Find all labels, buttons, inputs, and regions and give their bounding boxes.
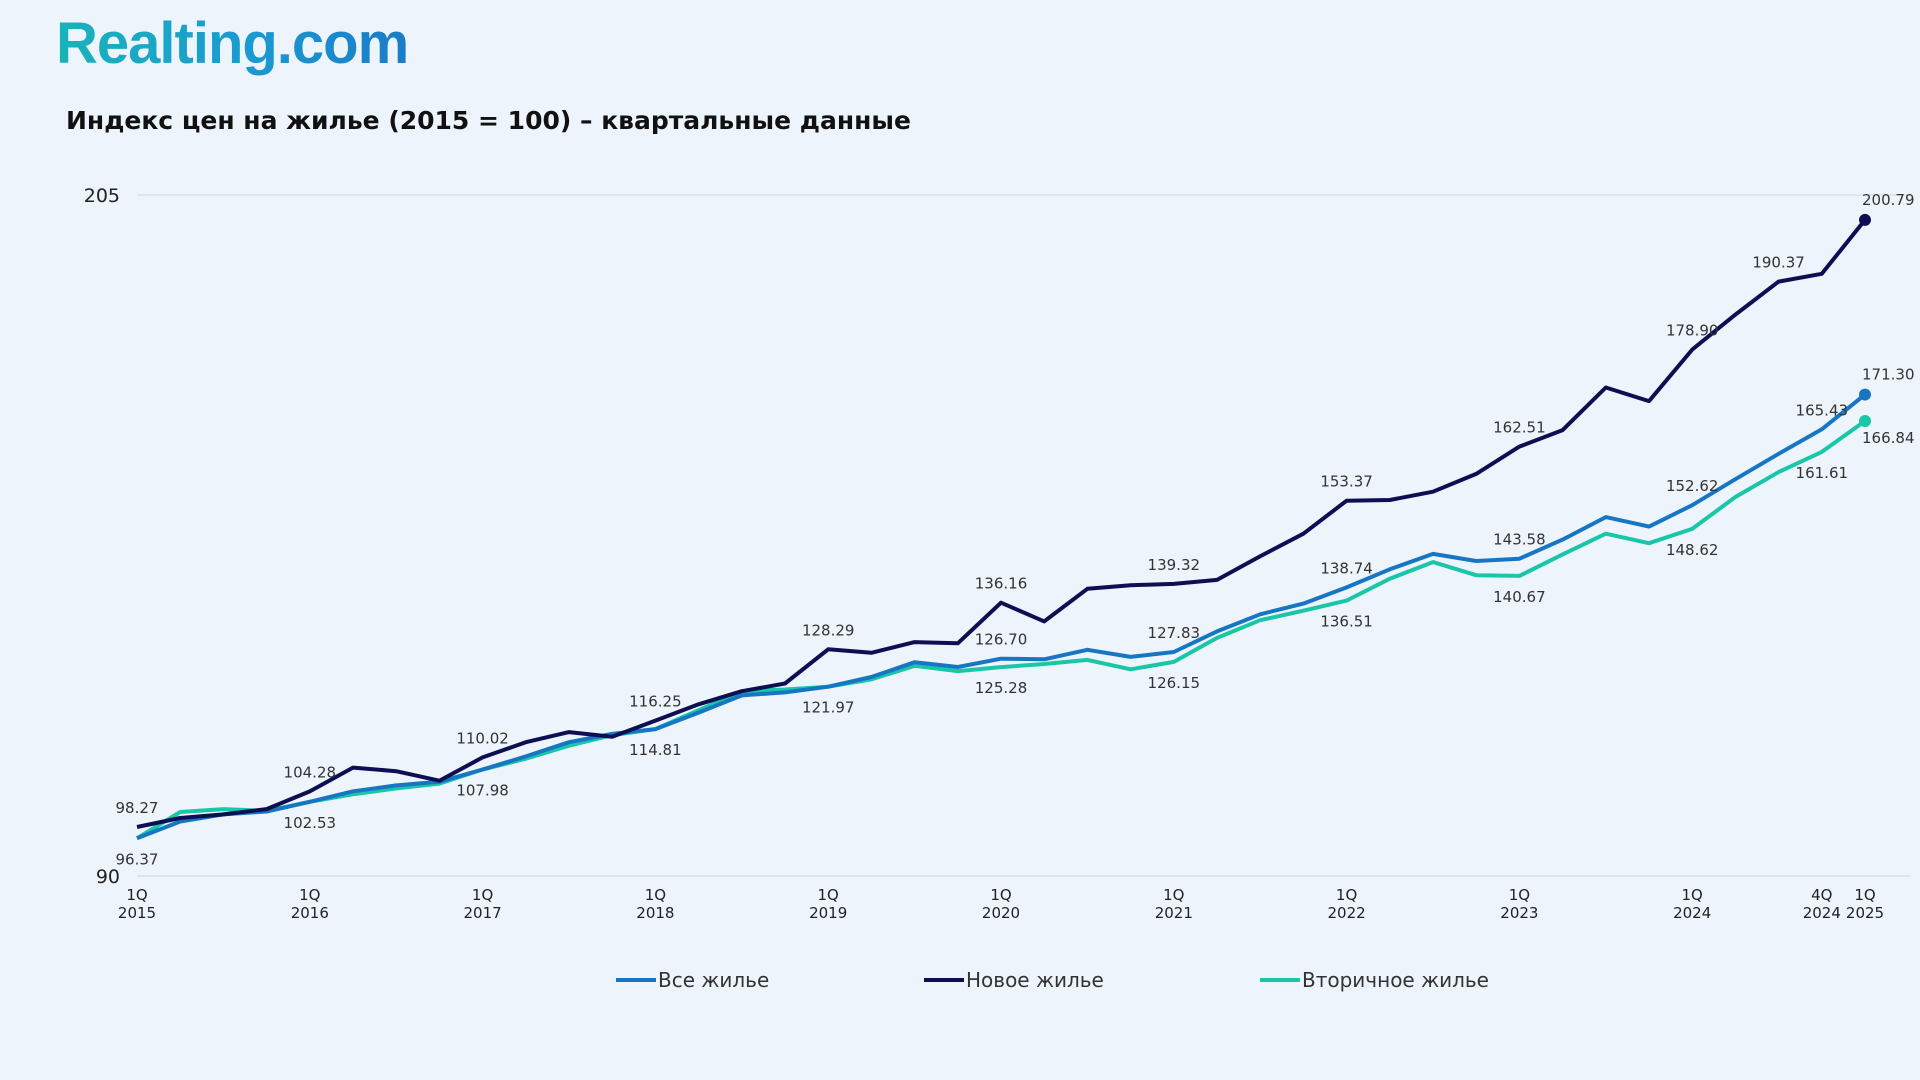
legend-swatch-all (616, 978, 656, 982)
data-label-s2-0: 96.37 (116, 850, 159, 868)
data-label-s0-1: 127.83 (1148, 624, 1201, 642)
series-line-2 (135, 419, 1867, 841)
series-line-0 (136, 393, 1867, 841)
data-label-s1-3: 116.25 (629, 693, 682, 711)
y-tick-label-top: 205 (84, 185, 120, 207)
x-tick-label-year-0: 2015 (118, 904, 156, 922)
x-tick-label-quarter-1: 1Q (299, 886, 320, 904)
series-lines (135, 213, 1871, 841)
data-label-s1-4: 128.29 (802, 621, 855, 639)
x-tick-label-quarter-8: 1Q (1509, 886, 1530, 904)
y-tick-label-bottom: 90 (96, 866, 120, 888)
data-label-s1-8: 162.51 (1493, 419, 1546, 437)
x-tick-label-year-10: 2024 (1803, 904, 1841, 922)
realting-logo: Realting.com (56, 11, 409, 76)
x-tick-label-year-9: 2024 (1673, 904, 1711, 922)
data-label-s0-5: 165.43 (1796, 401, 1849, 419)
x-tick-label-year-8: 2023 (1500, 904, 1538, 922)
data-label-s2-3: 114.81 (629, 741, 682, 759)
x-tick-label-quarter-0: 1Q (126, 886, 147, 904)
legend-label-new: Новое жилье (966, 968, 1104, 992)
data-label-s0-3: 143.58 (1493, 531, 1546, 549)
data-label-s1-2: 110.02 (456, 729, 509, 747)
data-label-s2-10: 161.61 (1796, 464, 1849, 482)
legend-item-secondary: Вторичное жилье (1260, 968, 1489, 992)
legend-label-all: Все жилье (658, 968, 770, 992)
data-label-s2-1: 102.53 (284, 814, 337, 832)
data-label-s1-5: 136.16 (975, 575, 1028, 593)
data-label-s2-7: 136.51 (1320, 613, 1373, 631)
data-label-s0-2: 138.74 (1320, 559, 1373, 577)
x-tick-label-quarter-9: 1Q (1682, 886, 1703, 904)
data-label-s1-10: 190.37 (1752, 254, 1805, 272)
legend-item-all: Все жилье (616, 968, 769, 992)
legend-swatch-secondary (1260, 978, 1300, 982)
data-label-s2-6: 126.15 (1148, 674, 1201, 692)
x-tick-label-year-3: 2018 (636, 904, 674, 922)
data-label-s2-9: 148.62 (1666, 541, 1719, 559)
data-label-s1-0: 98.27 (116, 799, 159, 817)
x-tick-label-year-6: 2021 (1155, 904, 1193, 922)
x-tick-label-year-1: 2016 (291, 904, 329, 922)
x-tick-label-quarter-10: 4Q (1811, 886, 1832, 904)
data-label-s2-5: 125.28 (975, 679, 1028, 697)
series-end-point-0 (1859, 388, 1871, 401)
data-label-s2-4: 121.97 (802, 699, 855, 717)
data-label-s2-11: 166.84 (1862, 429, 1915, 447)
x-tick-label-quarter-11: 1Q (1854, 886, 1875, 904)
series-line-1 (136, 218, 1867, 829)
data-label-s0-6: 171.30 (1862, 366, 1915, 384)
data-label-s1-7: 153.37 (1320, 473, 1373, 491)
x-tick-label-quarter-6: 1Q (1163, 886, 1184, 904)
data-label-s1-1: 104.28 (284, 763, 337, 781)
x-tick-label-year-7: 2022 (1328, 904, 1366, 922)
data-label-s1-9: 178.90 (1666, 322, 1719, 340)
x-tick-label-year-5: 2020 (982, 904, 1020, 922)
data-label-s1-11: 200.79 (1862, 191, 1915, 209)
legend-label-secondary: Вторичное жилье (1302, 968, 1489, 992)
x-tick-label-quarter-4: 1Q (818, 886, 839, 904)
x-tick-label-quarter-2: 1Q (472, 886, 493, 904)
data-labels: 126.70 127.83 138.74 143.58 152.62 165.43 171.… (116, 191, 1915, 868)
x-tick-label-quarter-5: 1Q (990, 886, 1011, 904)
x-tick-label-year-2: 2017 (464, 904, 502, 922)
series-end-point-2 (1859, 414, 1871, 427)
data-label-s0-0: 126.70 (975, 631, 1028, 649)
legend-swatch-new (924, 978, 964, 982)
data-label-s2-2: 107.98 (456, 782, 509, 800)
x-tick-label-year-4: 2019 (809, 904, 847, 922)
x-tick-label-year-11: 2025 (1846, 904, 1884, 922)
data-label-s2-8: 140.67 (1493, 588, 1546, 606)
x-tick-label-quarter-3: 1Q (645, 886, 666, 904)
series-end-point-1 (1859, 213, 1871, 226)
data-label-s1-6: 139.32 (1148, 556, 1201, 574)
x-axis-ticks: 1Q20151Q20161Q20171Q20181Q20191Q20201Q20… (118, 886, 1884, 922)
legend-item-new: Новое жилье (924, 968, 1104, 992)
data-label-s0-4: 152.62 (1666, 477, 1719, 495)
chart-title: Индекс цен на жилье (2015 = 100) – кварт… (66, 106, 911, 135)
chart-legend: Все жилье Новое жилье Вторичное жилье (0, 968, 1920, 998)
x-tick-label-quarter-7: 1Q (1336, 886, 1357, 904)
